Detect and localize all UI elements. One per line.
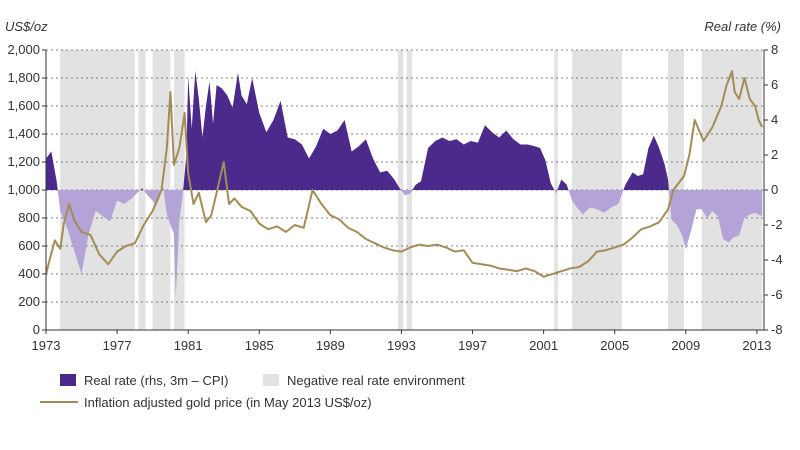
x-tick-label: 2005	[600, 338, 629, 353]
left-tick-label: 2,000	[7, 42, 40, 57]
right-tick-label: 6	[771, 77, 778, 92]
real-rate-positive-area	[46, 71, 763, 190]
left-tick-label: 600	[18, 238, 40, 253]
left-axis-ticks: 0 200 400 600 800 1,000 1,200 1,400 1,600 1,800 2,…	[7, 42, 46, 337]
x-tick-label: 1985	[245, 338, 274, 353]
right-tick-label: -4	[771, 252, 783, 267]
real-rate-area	[46, 71, 763, 299]
x-tick-label: 1973	[32, 338, 61, 353]
left-tick-label: 200	[18, 294, 40, 309]
x-tick-label: 1993	[387, 338, 416, 353]
right-tick-label: -8	[771, 322, 783, 337]
left-tick-label: 1,000	[7, 182, 40, 197]
legend-swatch-real-rate	[60, 374, 76, 386]
x-tick-label: 1981	[174, 338, 203, 353]
legend-label-real-rate: Real rate (rhs, 3m – CPI)	[84, 373, 229, 388]
left-tick-label: 1,400	[7, 126, 40, 141]
gold-price-series	[45, 70, 764, 278]
x-tick-label: 2013	[742, 338, 771, 353]
left-tick-label: 400	[18, 266, 40, 281]
right-tick-label: 4	[771, 112, 778, 127]
left-tick-label: 800	[18, 210, 40, 225]
x-axis-ticks: 1973 1977 1981 1985 1989 1993 1997 2001 2005 2009…	[32, 330, 771, 353]
legend-label-negative-real-rate: Negative real rate environment	[287, 373, 465, 388]
right-tick-label: 8	[771, 42, 778, 57]
right-axis-unit: Real rate (%)	[704, 19, 781, 34]
left-tick-label: 0	[33, 322, 40, 337]
real-rate-negative-area	[46, 190, 763, 299]
right-tick-label: 2	[771, 147, 778, 162]
x-tick-label: 2001	[529, 338, 558, 353]
right-tick-label: -6	[771, 287, 783, 302]
x-tick-label: 1989	[316, 338, 345, 353]
left-tick-label: 1,600	[7, 98, 40, 113]
gold-price-line	[45, 70, 764, 278]
x-tick-label: 2009	[671, 338, 700, 353]
left-axis-unit: US$/oz	[5, 19, 48, 34]
x-tick-label: 1977	[103, 338, 132, 353]
legend-swatch-negative-real-rate	[263, 374, 279, 386]
right-tick-label: 0	[771, 182, 778, 197]
right-tick-label: -2	[771, 217, 783, 232]
left-tick-label: 1,200	[7, 154, 40, 169]
legend-label-gold: Inflation adjusted gold price (in May 20…	[84, 395, 372, 410]
right-axis-ticks: -8 -6 -4 -2 0 2 4 6 8	[764, 42, 783, 337]
left-tick-label: 1,800	[7, 70, 40, 85]
x-tick-label: 1997	[458, 338, 487, 353]
legend: Real rate (rhs, 3m – CPI) Negative real …	[40, 373, 465, 410]
